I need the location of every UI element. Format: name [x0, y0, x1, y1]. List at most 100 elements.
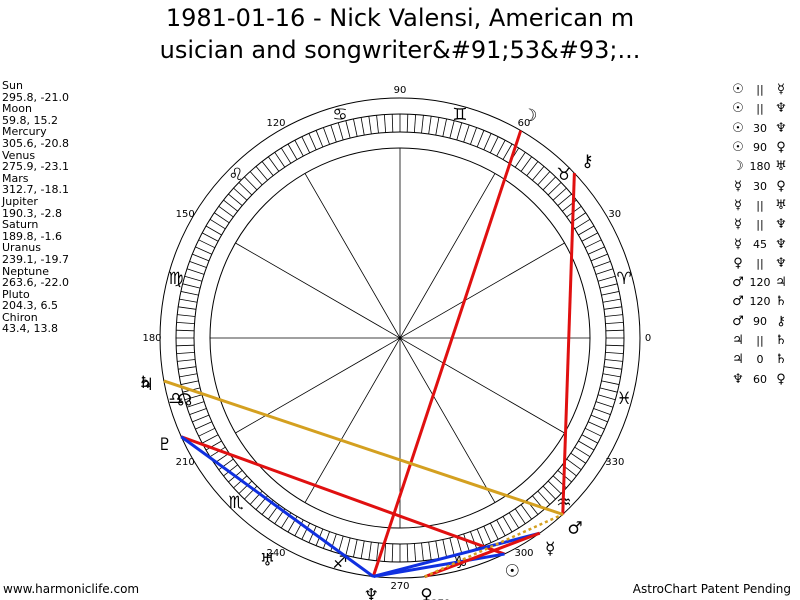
- degree-tick: [192, 414, 210, 423]
- planet-glyph-venus: ♀: [420, 586, 432, 600]
- degree-tick: [570, 452, 586, 464]
- chart-title-line-2: usician and songwriter&#91;53&#93;...: [159, 36, 641, 64]
- degree-tick: [186, 268, 205, 275]
- degree-label: 240: [266, 548, 285, 559]
- degree-tick: [547, 480, 562, 494]
- degree-tick: [182, 283, 201, 289]
- aspect-planet-1: ☉: [732, 101, 744, 117]
- degree-tick: [489, 522, 499, 540]
- aspect-planet-1: ♀: [733, 255, 743, 271]
- aspect-row: ☽ 180 ♅: [728, 157, 792, 176]
- wheel-outer-circle: [159, 97, 641, 579]
- degree-label: 270: [390, 581, 409, 592]
- aspect-type: 90: [753, 314, 767, 328]
- degree-tick: [463, 124, 470, 143]
- degree-tick: [176, 321, 195, 325]
- degree-tick: [202, 232, 219, 242]
- footer-patent-note: AstroChart Patent Pending: [632, 582, 791, 596]
- degree-label: 30: [608, 209, 621, 220]
- aspect-type: 30: [753, 179, 767, 193]
- degree-tick: [514, 508, 526, 524]
- aspect-planet-1: ♆: [732, 371, 744, 387]
- aspect-type: 0: [756, 353, 764, 367]
- degree-label: 180: [142, 333, 161, 344]
- degree-tick: [180, 291, 199, 296]
- degree-tick: [177, 314, 196, 317]
- aspect-list: ☉ || ☿ ☉ || ♆ ☉ 30 ♆ ☉ 90 ♀ ☽ 180 ♅ ☿ 30 ♀ ☿ || ♅ ☿ || ♆ ☿ 45 ♆ ♀ ||…: [728, 80, 792, 389]
- aspect-planet-2: ♆: [775, 217, 787, 233]
- degree-tick: [315, 130, 324, 148]
- degree-tick: [428, 116, 432, 135]
- planet-name-sun: Sun: [2, 79, 23, 92]
- aspect-planet-2: ♅: [775, 197, 787, 213]
- aspect-planet-1: ♂: [732, 313, 744, 329]
- aspect-row: ♂ 90 ⚷: [728, 312, 792, 331]
- planet-name-moon: Moon: [2, 102, 32, 116]
- degree-tick: [233, 475, 248, 489]
- planet-glyph-mercury: ☿: [545, 539, 555, 559]
- degree-tick: [176, 344, 195, 347]
- degree-tick: [520, 504, 532, 520]
- degree-tick: [244, 176, 258, 191]
- aspect-planet-2: ☿: [777, 82, 785, 98]
- degree-label: 60: [518, 118, 531, 129]
- degree-tick: [177, 359, 196, 362]
- degree-tick: [590, 414, 608, 423]
- planet-name-saturn: Saturn: [2, 218, 39, 232]
- degree-tick: [442, 118, 447, 137]
- degree-tick: [413, 114, 417, 133]
- aspect-planet-2: ♄: [775, 294, 787, 310]
- degree-tick: [189, 261, 207, 268]
- degree-tick: [456, 535, 463, 554]
- degree-tick: [274, 152, 286, 168]
- degree-tick: [566, 458, 582, 470]
- degree-tick: [483, 133, 492, 150]
- degree-tick: [435, 117, 440, 136]
- zodiac-sign-glyph: ♉: [556, 165, 571, 185]
- aspect-type: 30: [753, 121, 767, 135]
- degree-tick: [547, 182, 562, 196]
- degree-tick: [442, 539, 447, 558]
- aspect-type: ||: [756, 102, 764, 116]
- degree-label: 0: [645, 333, 651, 344]
- degree-tick: [383, 543, 387, 562]
- aspect-planet-2: ♆: [775, 255, 787, 271]
- degree-tick: [514, 152, 526, 168]
- degree-tick: [449, 537, 455, 556]
- aspect-planet-2: ♃: [775, 275, 787, 291]
- degree-tick: [184, 275, 203, 282]
- degree-tick: [542, 485, 556, 500]
- aspect-planet-1: ♃: [732, 352, 744, 368]
- zodiac-sign-glyph: ♌: [228, 165, 243, 185]
- degree-tick: [301, 522, 311, 540]
- zodiac-sign-glyph: ♏: [228, 493, 243, 513]
- degree-tick: [496, 140, 506, 157]
- aspect-row: ♂ 120 ♃: [728, 273, 792, 292]
- ascendant-label: 278: [431, 599, 450, 600]
- planet-coords-jupiter: 190.3, -2.8: [2, 206, 62, 220]
- aspect-type: 60: [753, 372, 767, 386]
- aspect-planet-2: ♄: [775, 352, 787, 368]
- degree-tick: [330, 124, 337, 143]
- planet-glyph-mars: ♂: [567, 519, 582, 539]
- degree-tick: [205, 440, 222, 451]
- degree-tick: [330, 533, 337, 552]
- degree-tick: [345, 537, 351, 556]
- degree-tick: [179, 298, 198, 303]
- degree-tick: [179, 373, 198, 378]
- aspect-planet-1: ♂: [732, 294, 744, 310]
- degree-tick: [391, 543, 394, 562]
- aspect-line-neptune-mercury: [372, 531, 541, 578]
- degree-tick: [180, 380, 199, 385]
- degree-tick: [449, 120, 455, 139]
- aspect-line-venus-mars: [424, 513, 564, 578]
- planet-coords-neptune: 263.6, -22.0: [2, 276, 69, 290]
- degree-tick: [421, 115, 424, 134]
- degree-tick: [593, 408, 611, 415]
- degree-tick: [192, 253, 210, 262]
- aspect-line-neptune-sun: [372, 552, 505, 578]
- degree-tick: [605, 329, 624, 332]
- degree-tick: [323, 531, 330, 549]
- aspect-planet-1: ☿: [734, 236, 742, 252]
- degree-tick: [218, 206, 234, 218]
